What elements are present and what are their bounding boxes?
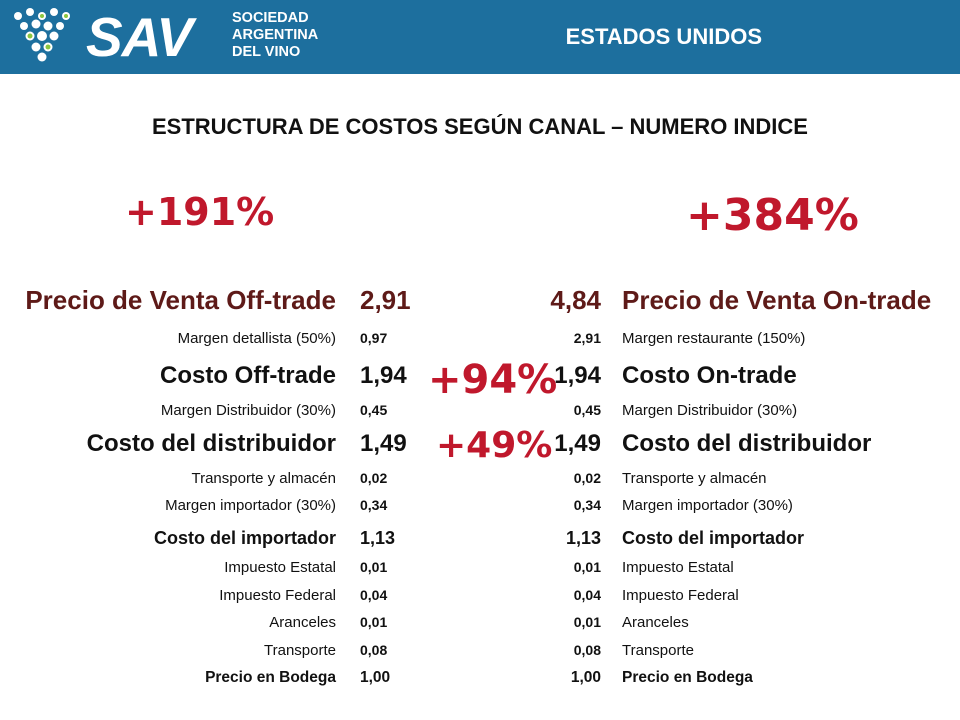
right-value: 1,13: [565, 528, 601, 548]
left-value: 0,01: [360, 614, 388, 630]
right-label: Impuesto Federal: [622, 587, 739, 604]
right-label: Costo On-trade: [622, 362, 797, 389]
right-value: 0,34: [573, 497, 601, 513]
left-label: Costo del importador: [153, 528, 336, 548]
right-label: Impuesto Estatal: [622, 559, 734, 576]
left-label: Costo Off-trade: [160, 362, 336, 389]
right-value: 0,01: [573, 559, 601, 575]
left-value: 1,13: [360, 528, 396, 548]
logo-subtitle-line: ARGENTINA: [232, 27, 319, 43]
right-label: Precio de Venta On-trade: [622, 285, 932, 315]
logo-wordmark: SAV: [86, 6, 193, 68]
right-label: Margen Distribuidor (30%): [622, 402, 798, 419]
left-label: Transporte y almacén: [191, 470, 336, 487]
off-trade-total-percentage: +191%: [125, 190, 275, 234]
left-value: 0,08: [360, 642, 388, 658]
right-label: Costo del importador: [622, 528, 805, 548]
right-label: Aranceles: [622, 614, 689, 631]
right-value: 1,49: [554, 430, 601, 457]
left-label: Precio de Venta Off-trade: [25, 285, 336, 315]
right-value: 2,91: [573, 330, 601, 346]
left-value: 0,01: [360, 559, 388, 575]
logo-subtitle: SOCIEDAD ARGENTINA DEL VINO: [232, 10, 318, 61]
right-value: 0,02: [573, 470, 601, 486]
logo-subtitle-line: DEL VINO: [232, 44, 301, 60]
right-value: 0,08: [573, 642, 601, 658]
left-value: 2,91: [360, 285, 411, 315]
left-value: 1,00: [360, 669, 391, 686]
right-label: Transporte: [622, 642, 694, 659]
right-value: 1,94: [554, 362, 601, 389]
page-title: ESTRUCTURA DE COSTOS SEGÚN CANAL – NUMER…: [152, 114, 808, 139]
left-label: Margen detallista (50%): [177, 330, 336, 347]
left-value: 1,94: [360, 362, 407, 389]
header-bar: SAV SOCIEDAD ARGENTINA DEL VINO ESTADOS …: [0, 0, 960, 74]
left-label: Margen importador (30%): [165, 497, 336, 514]
left-label: Margen Distribuidor (30%): [160, 402, 336, 419]
grape-logo-icon: [14, 8, 70, 62]
left-label: Impuesto Federal: [219, 587, 336, 604]
right-value: 4,84: [550, 285, 601, 315]
left-value: 0,34: [360, 497, 388, 513]
costo-trade-percentage: +94%: [428, 357, 558, 403]
on-trade-total-percentage: +384%: [686, 190, 859, 241]
left-value: 1,49: [360, 430, 407, 457]
right-value: 1,00: [570, 669, 601, 686]
right-value: 0,04: [573, 587, 601, 603]
right-label: Precio en Bodega: [622, 669, 753, 686]
left-label: Transporte: [264, 642, 336, 659]
left-label: Aranceles: [269, 614, 336, 631]
right-label: Costo del distribuidor: [622, 430, 872, 457]
right-value: 0,01: [573, 614, 601, 630]
left-value: 0,45: [360, 402, 388, 418]
country-label: ESTADOS UNIDOS: [565, 24, 762, 49]
costo-distribuidor-percentage: +49%: [436, 425, 553, 466]
right-value: 0,45: [573, 402, 601, 418]
left-label: Impuesto Estatal: [224, 559, 336, 576]
left-value: 0,04: [360, 587, 388, 603]
right-label: Margen importador (30%): [622, 497, 793, 514]
left-value: 0,02: [360, 470, 388, 486]
left-value: 0,97: [360, 330, 388, 346]
right-label: Transporte y almacén: [622, 470, 767, 487]
left-label: Precio en Bodega: [205, 669, 336, 686]
left-label: Costo del distribuidor: [86, 430, 336, 457]
right-label: Margen restaurante (150%): [622, 330, 806, 347]
logo-subtitle-line: SOCIEDAD: [232, 10, 309, 26]
